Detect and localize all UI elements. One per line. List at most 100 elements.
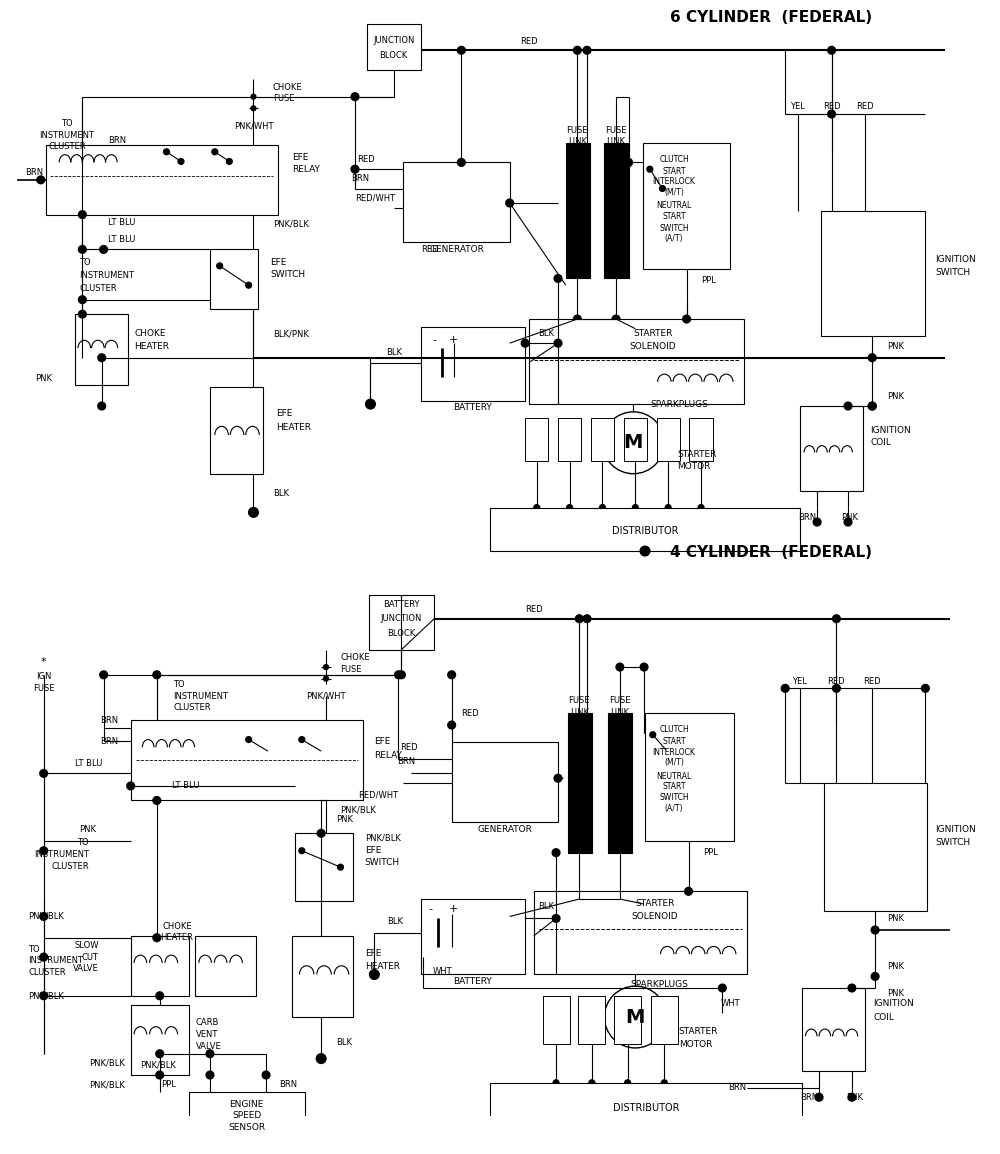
Circle shape	[612, 315, 620, 323]
Text: DISTRIBUTOR: DISTRIBUTOR	[613, 1103, 679, 1112]
Text: CARB: CARB	[195, 1018, 219, 1027]
Bar	[614, 996, 641, 1044]
Bar	[568, 713, 592, 853]
Text: MOTOR: MOTOR	[679, 1040, 712, 1049]
Circle shape	[552, 849, 560, 856]
Circle shape	[212, 149, 218, 155]
Text: JUNCTION: JUNCTION	[373, 36, 414, 45]
Text: EFE: EFE	[374, 737, 391, 745]
Circle shape	[844, 518, 852, 526]
Circle shape	[127, 782, 135, 789]
Text: LT BLU: LT BLU	[75, 759, 103, 769]
Bar	[643, 143, 730, 269]
Text: CLUSTER: CLUSTER	[173, 703, 211, 712]
Text: PNK/BLK: PNK/BLK	[89, 1059, 125, 1067]
Circle shape	[398, 670, 405, 679]
Circle shape	[206, 1071, 214, 1079]
Circle shape	[251, 95, 256, 99]
Text: CHOKE: CHOKE	[340, 653, 370, 662]
Circle shape	[226, 158, 232, 164]
Text: EFE: EFE	[365, 846, 381, 855]
Text: RED: RED	[857, 102, 874, 111]
Text: FUSE: FUSE	[273, 95, 294, 103]
Text: BRN: BRN	[728, 1084, 746, 1092]
Text: INSTRUMENT: INSTRUMENT	[34, 850, 89, 859]
Text: GENERATOR: GENERATOR	[477, 825, 532, 834]
Text: COIL: COIL	[870, 439, 891, 448]
Circle shape	[164, 149, 169, 155]
Text: STARTER: STARTER	[677, 450, 716, 459]
Text: RED: RED	[828, 677, 845, 685]
Text: RELAY: RELAY	[374, 750, 402, 759]
Bar	[131, 720, 363, 801]
Text: SWITCH: SWITCH	[659, 793, 689, 802]
Circle shape	[552, 914, 560, 922]
Text: INTERLOCK: INTERLOCK	[653, 178, 695, 186]
Text: +: +	[449, 336, 458, 345]
Circle shape	[554, 339, 562, 347]
Text: PNK/BLK: PNK/BLK	[28, 912, 64, 921]
Text: *: *	[41, 658, 47, 667]
Bar	[195, 936, 256, 996]
Circle shape	[650, 732, 656, 737]
Bar	[578, 996, 605, 1044]
Text: BRN: BRN	[351, 174, 369, 183]
Text: LINK: LINK	[568, 136, 587, 145]
Text: PNK: PNK	[887, 962, 904, 972]
Text: START: START	[662, 782, 686, 792]
Text: BRN: BRN	[800, 1093, 818, 1102]
Circle shape	[178, 158, 184, 164]
Text: BATTERY: BATTERY	[454, 404, 492, 412]
Circle shape	[324, 676, 328, 681]
Text: M: M	[626, 1007, 645, 1027]
Bar	[75, 314, 128, 384]
Bar	[657, 418, 680, 462]
Text: BATTERY: BATTERY	[454, 976, 492, 986]
Bar	[645, 713, 734, 841]
Text: START: START	[662, 212, 686, 222]
Circle shape	[661, 1080, 667, 1086]
Circle shape	[683, 315, 690, 323]
Text: BRN: BRN	[100, 737, 118, 745]
Text: SENSOR: SENSOR	[228, 1123, 265, 1132]
Circle shape	[153, 796, 161, 804]
Bar	[591, 418, 614, 462]
Text: FUSE: FUSE	[33, 684, 54, 692]
Text: NEUTRAL: NEUTRAL	[656, 202, 692, 210]
Text: JUNCTION: JUNCTION	[381, 614, 422, 623]
Text: IGNITION: IGNITION	[935, 255, 976, 263]
Text: CHOKE: CHOKE	[135, 329, 166, 338]
Bar	[821, 211, 925, 337]
Text: WHT: WHT	[432, 967, 452, 976]
Circle shape	[100, 246, 108, 253]
Text: RED: RED	[357, 155, 374, 164]
Circle shape	[98, 354, 106, 361]
Circle shape	[616, 896, 624, 902]
Text: TO: TO	[61, 119, 73, 128]
Text: BRN: BRN	[280, 1080, 298, 1089]
Bar	[558, 418, 581, 462]
Text: BLK: BLK	[336, 1037, 352, 1047]
Circle shape	[338, 864, 343, 870]
Circle shape	[833, 615, 840, 622]
Circle shape	[647, 166, 653, 172]
Circle shape	[553, 1080, 559, 1086]
Circle shape	[506, 200, 514, 207]
Text: BATTERY: BATTERY	[383, 600, 420, 608]
Text: RELAY: RELAY	[292, 165, 320, 174]
Bar	[452, 742, 558, 822]
Circle shape	[324, 665, 328, 669]
Text: INSTRUMENT: INSTRUMENT	[79, 271, 134, 280]
Circle shape	[40, 992, 48, 999]
Bar	[525, 418, 548, 462]
Text: PPL: PPL	[703, 848, 718, 857]
Text: SPARKPLUGS: SPARKPLUGS	[650, 399, 708, 409]
Text: PNK/BLK: PNK/BLK	[140, 1061, 176, 1070]
Text: EFE: EFE	[276, 410, 292, 418]
Text: START: START	[662, 166, 686, 175]
Circle shape	[813, 518, 821, 526]
Circle shape	[743, 1084, 750, 1092]
Text: PNK: PNK	[79, 825, 96, 834]
Circle shape	[457, 158, 465, 166]
Bar	[824, 784, 927, 911]
